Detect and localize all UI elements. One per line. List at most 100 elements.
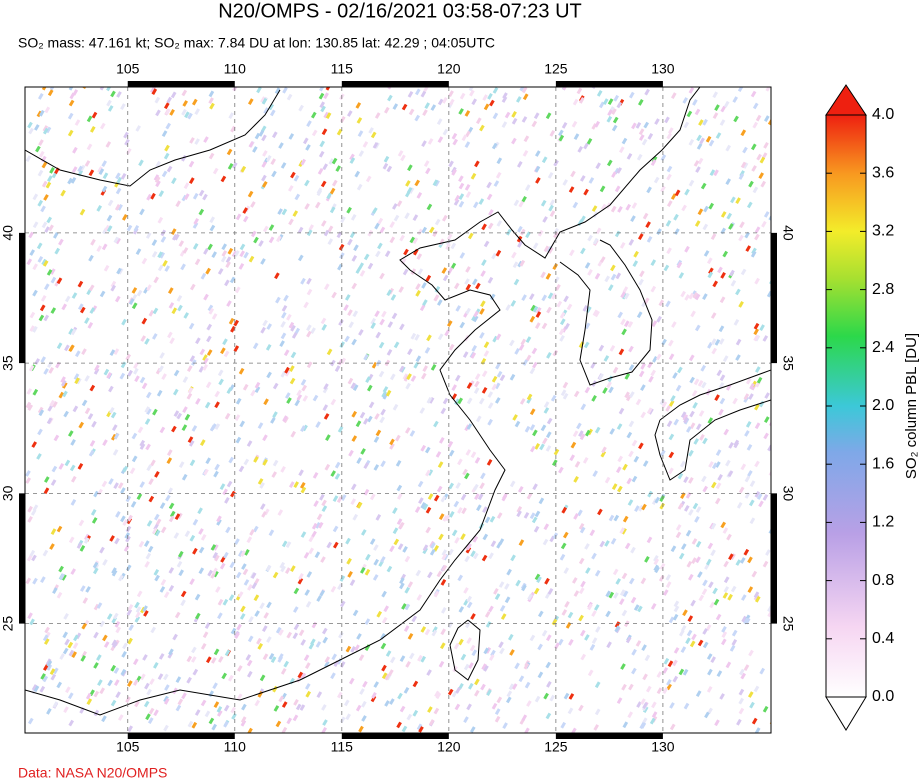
pixel (167, 487, 173, 495)
pixel (719, 374, 726, 382)
pixel (145, 713, 151, 721)
pixel (549, 210, 556, 217)
pixel (359, 567, 366, 574)
pixel (137, 426, 144, 434)
pixel (103, 264, 110, 272)
pixel (306, 277, 312, 285)
pixel (175, 704, 182, 712)
pixel (399, 582, 405, 590)
pixel (333, 660, 340, 667)
pixel (164, 684, 170, 691)
pixel (365, 175, 372, 183)
pixel (378, 370, 385, 378)
pixel (223, 720, 229, 728)
pixel (44, 283, 50, 291)
pixel (541, 629, 548, 637)
pixel (319, 101, 325, 109)
pixel (404, 603, 411, 611)
pixel (227, 163, 234, 170)
pixel (131, 287, 138, 294)
pixel (665, 220, 672, 227)
pixel (631, 122, 637, 130)
pixel (353, 244, 359, 252)
pixel (459, 92, 466, 100)
pixel (449, 98, 455, 106)
pixel (551, 459, 558, 467)
pixel (241, 703, 247, 711)
pixel (319, 589, 325, 597)
pixel (480, 472, 486, 480)
frame-bar (341, 733, 449, 739)
pixel (224, 649, 231, 657)
pixel (621, 328, 627, 336)
pixel (484, 516, 491, 524)
pixel (515, 96, 522, 103)
pixel (525, 354, 532, 362)
pixel (131, 302, 138, 310)
pixel (370, 695, 377, 703)
pixel (298, 573, 304, 580)
pixel (722, 355, 729, 363)
pixel (405, 382, 411, 390)
pixel (227, 674, 234, 682)
pixel (677, 503, 684, 510)
pixel (412, 709, 419, 717)
pixel (462, 468, 468, 476)
pixel (56, 277, 63, 285)
pixel (481, 223, 487, 231)
pixel (685, 529, 692, 537)
pixel (570, 441, 577, 449)
pixel (263, 612, 269, 619)
pixel (695, 166, 701, 173)
pixel (578, 614, 584, 622)
pixel (722, 592, 729, 599)
pixel (139, 481, 145, 488)
pixel (114, 204, 121, 211)
pixel (324, 660, 330, 668)
pixel (725, 661, 732, 669)
pixel (146, 391, 152, 399)
pixel (68, 719, 74, 727)
pixel (245, 654, 252, 661)
pixel (729, 269, 735, 277)
pixel (374, 222, 380, 230)
pixel (731, 639, 738, 646)
pixel (475, 282, 481, 290)
pixel (68, 430, 74, 437)
pixel (494, 708, 501, 715)
pixel (46, 417, 53, 425)
pixel (481, 370, 488, 378)
pixel (117, 714, 124, 721)
pixel (305, 683, 311, 690)
pixel (397, 543, 404, 550)
pixel (620, 291, 626, 299)
pixel (689, 410, 695, 418)
pixel (131, 432, 138, 440)
pixel (646, 536, 653, 544)
pixel (48, 224, 54, 232)
pixel (402, 268, 409, 276)
pixel (526, 397, 532, 404)
title: N20/OMPS - 02/16/2021 03:58-07:23 UT (218, 0, 582, 22)
pixel (281, 208, 288, 216)
pixel (560, 389, 567, 397)
pixel (374, 112, 381, 119)
pixel (464, 555, 470, 563)
pixel (451, 529, 458, 537)
pixel (92, 561, 99, 569)
pixel (524, 681, 531, 689)
pixel (256, 637, 262, 645)
pixel (591, 610, 597, 617)
pixel (768, 214, 771, 221)
pixel (56, 342, 63, 350)
pixel (380, 460, 386, 468)
pixel (84, 375, 90, 382)
pixel (531, 120, 538, 128)
pixel (614, 185, 621, 193)
pixel (679, 460, 686, 468)
lat-label-left: 35 (0, 355, 16, 371)
pixel (263, 225, 269, 233)
pixel (230, 706, 236, 714)
pixel (523, 662, 530, 670)
pixel (28, 364, 35, 372)
